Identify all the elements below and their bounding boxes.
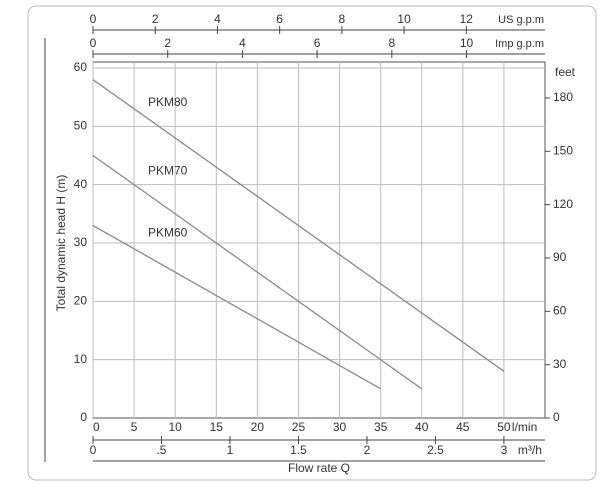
curve (92, 154, 423, 390)
bottom-axis-tick-label: 3 (501, 443, 508, 457)
top-axis-tick-label: 0 (90, 36, 97, 50)
top-axis-tick-label: 6 (314, 36, 321, 50)
bottom-axis-tick-label: 1 (227, 443, 234, 457)
top-axis-unit: Imp g.p.m (495, 38, 544, 50)
y2-tick-label: 30 (553, 357, 567, 371)
y-tick-label: 40 (74, 177, 88, 191)
top-axis-unit: US g.p.m (498, 14, 544, 26)
top-axis-tick-label: 2 (164, 36, 171, 50)
y-tick-label: 0 (80, 410, 87, 424)
x-tick-label: 5 (131, 420, 138, 434)
x-axis-label: Flow rate Q (288, 461, 350, 475)
x-tick-label: 20 (251, 420, 265, 434)
x-tick-label: 10 (169, 420, 183, 434)
y2-tick-label: 90 (553, 250, 567, 264)
top-axis-tick-label: 4 (214, 12, 221, 26)
bottom-axis-tick-label: .5 (156, 443, 166, 457)
top-axis-tick-label: 0 (90, 12, 97, 26)
x-tick-label: 15 (210, 420, 224, 434)
y-tick-label: 30 (74, 235, 88, 249)
curve-label: PKM80 (148, 95, 188, 109)
x-tick-label: 50 (497, 420, 511, 434)
curve (92, 224, 381, 390)
curve (92, 79, 505, 372)
top-axis-tick-label: 4 (239, 36, 246, 50)
y2-tick-label: 120 (553, 197, 573, 211)
x-unit: l/min (512, 420, 537, 434)
y2-tick-label: 150 (553, 143, 573, 157)
bottom-axis-tick-label: 2 (364, 443, 371, 457)
top-axis-tick-label: 10 (460, 36, 474, 50)
curve-label: PKM60 (148, 225, 188, 239)
bottom-axis-tick-label: 0 (90, 443, 97, 457)
x-tick-label: 35 (374, 420, 388, 434)
top-axis-tick-label: 10 (397, 12, 411, 26)
curve-label: PKM70 (148, 164, 188, 178)
y2-tick-label: 180 (553, 90, 573, 104)
y2-unit: feet (555, 65, 576, 79)
x-tick-label: 45 (456, 420, 470, 434)
top-axis-tick-label: 8 (388, 36, 395, 50)
top-axis-tick-label: 6 (276, 12, 283, 26)
bottom-axis-tick-label: 1.5 (290, 443, 307, 457)
x-tick-label: 40 (415, 420, 429, 434)
y2-tick-label: 60 (553, 303, 567, 317)
y-tick-label: 20 (74, 294, 88, 308)
y2-tick-label: 0 (553, 410, 560, 424)
y-tick-label: 10 (74, 352, 88, 366)
top-axis-tick-label: 12 (460, 12, 474, 26)
top-axis-tick-label: 8 (339, 12, 346, 26)
y-axis-label: Total dynamic head H (m) (54, 175, 68, 312)
x-tick-label: 0 (93, 420, 100, 434)
top-axis-tick-label: 2 (152, 12, 159, 26)
bottom-axis-unit: m³/h (518, 443, 542, 457)
x-tick-label: 30 (333, 420, 347, 434)
y-tick-label: 50 (74, 119, 88, 133)
bottom-axis-tick-label: 2.5 (427, 443, 444, 457)
x-tick-label: 25 (292, 420, 306, 434)
y-tick-label: 60 (74, 60, 88, 74)
